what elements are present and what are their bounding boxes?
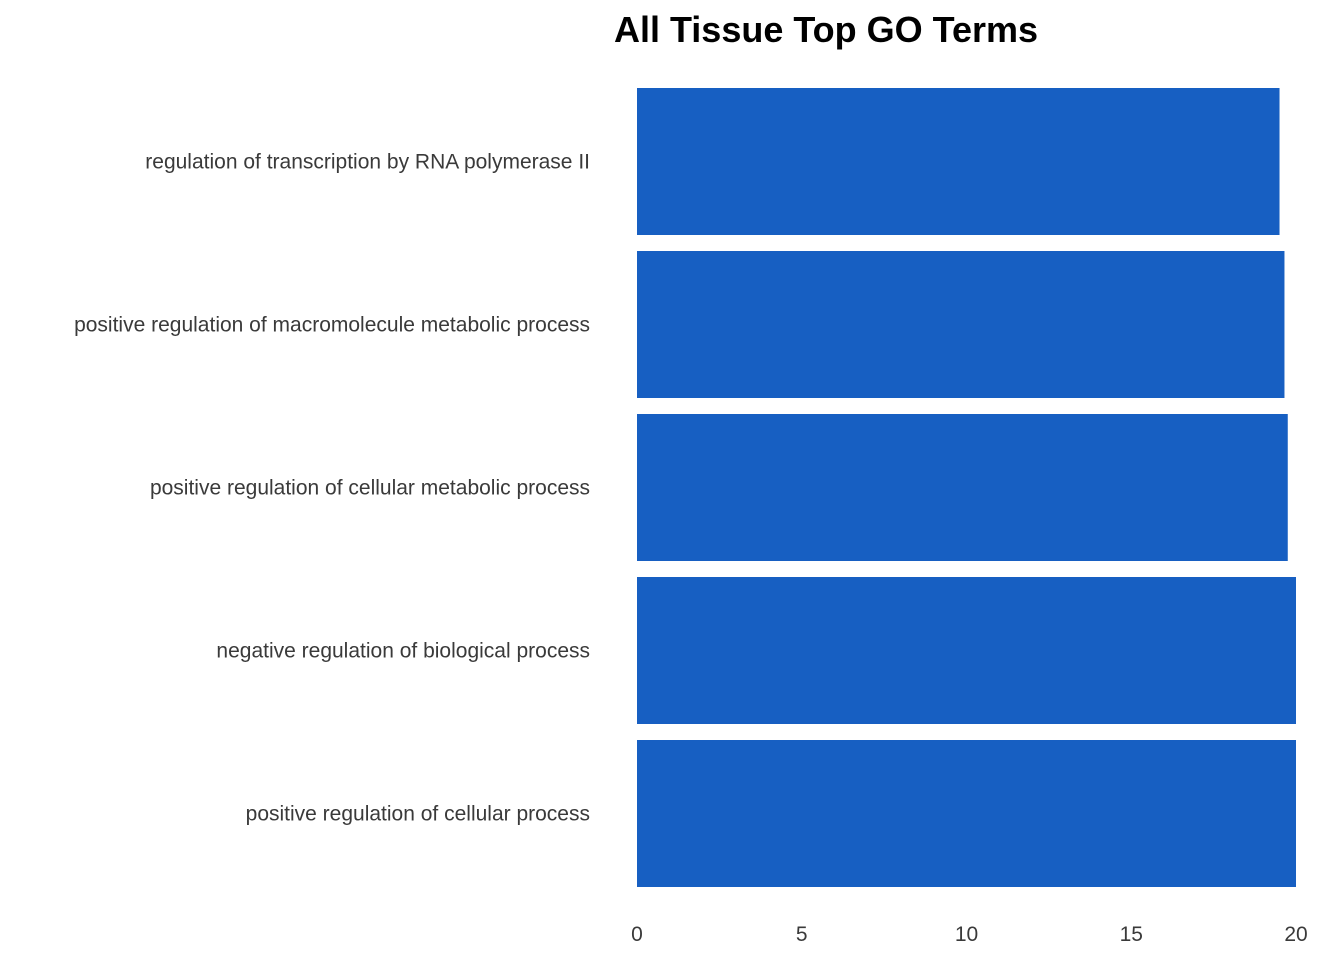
category-label-1: positive regulation of macromolecule met…	[74, 314, 590, 337]
bar-1	[637, 251, 1285, 398]
x-tick-label-0: 0	[631, 923, 643, 946]
category-label-2: positive regulation of cellular metaboli…	[150, 477, 590, 500]
category-label-4: positive regulation of cellular process	[246, 803, 590, 826]
x-axis-tick-labels: 0 5 10 15 20	[631, 923, 1308, 946]
x-tick-label-4: 20	[1284, 923, 1307, 946]
bar-2	[637, 414, 1288, 561]
category-labels: regulation of transcription by RNA polym…	[74, 151, 590, 826]
bar-0	[637, 88, 1280, 235]
chart-title: All Tissue Top GO Terms	[614, 9, 1038, 50]
bar-3	[637, 577, 1296, 724]
x-tick-label-1: 5	[796, 923, 808, 946]
category-label-3: negative regulation of biological proces…	[216, 640, 590, 663]
bars-group	[637, 88, 1296, 887]
x-tick-label-3: 15	[1120, 923, 1143, 946]
x-tick-label-2: 10	[955, 923, 978, 946]
category-label-0: regulation of transcription by RNA polym…	[145, 151, 590, 174]
bar-4	[637, 740, 1296, 887]
